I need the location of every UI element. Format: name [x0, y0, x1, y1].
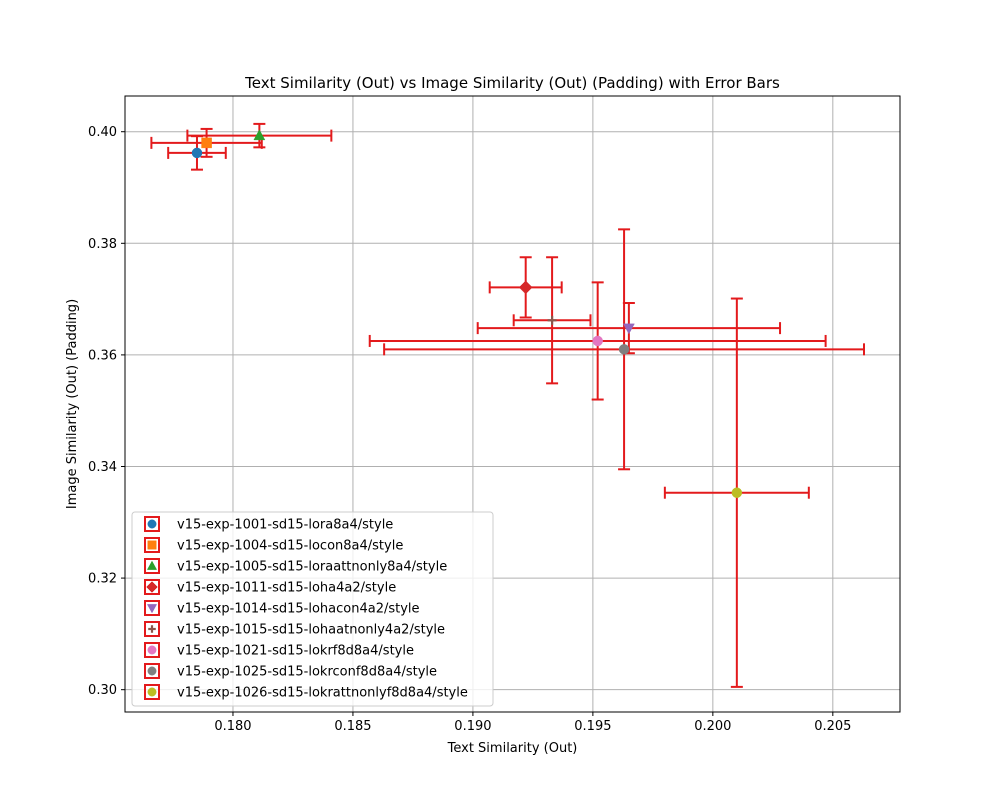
data-point [731, 487, 743, 498]
legend-item: v15-exp-1001-sd15-lora8a4/style [144, 516, 393, 533]
data-point [592, 335, 603, 347]
legend-item: v15-exp-1011-sd15-loha4a2/style [144, 579, 396, 596]
legend-label: v15-exp-1025-sd15-lokrconf8d8a4/style [177, 665, 437, 680]
x-tick-label: 0.205 [814, 719, 851, 734]
y-tick-label: 0.34 [88, 460, 117, 475]
x-tick-label: 0.185 [334, 719, 371, 734]
legend-label: v15-exp-1015-sd15-lohaatnonly4a2/style [177, 623, 445, 638]
legend-errorbar-swatch [144, 516, 160, 532]
legend-errorbar-swatch [144, 663, 160, 679]
legend-errorbar-swatch [144, 537, 160, 553]
legend-marker [147, 540, 157, 550]
legend-marker [147, 519, 157, 529]
data-point [201, 137, 212, 149]
legend-item: v15-exp-1021-sd15-lokrf8d8a4/style [144, 642, 414, 659]
x-tick-label: 0.195 [574, 719, 611, 734]
data-point [518, 280, 533, 295]
data-point [622, 323, 635, 335]
y-tick-label: 0.36 [88, 348, 117, 363]
legend-marker [147, 666, 157, 676]
plot-frame [124, 95, 901, 713]
legend-marker [146, 560, 158, 570]
data-point [618, 344, 630, 355]
x-tick-label: 0.200 [694, 719, 731, 734]
legend-marker [147, 687, 157, 697]
legend-item: v15-exp-1004-sd15-locon8a4/style [144, 537, 403, 554]
legend: v15-exp-1001-sd15-lora8a4/style v15-exp-1… [131, 511, 494, 707]
x-tick-label: 0.180 [214, 719, 251, 734]
legend-item: v15-exp-1025-sd15-lokrconf8d8a4/style [144, 663, 437, 680]
legend-item: v15-exp-1005-sd15-loraattnonly8a4/style [144, 558, 447, 575]
legend-item: v15-exp-1015-sd15-lohaatnonly4a2/style [144, 621, 445, 638]
legend-label: v15-exp-1021-sd15-lokrf8d8a4/style [177, 644, 414, 659]
legend-label: v15-exp-1011-sd15-loha4a2/style [177, 581, 396, 596]
legend-label: v15-exp-1005-sd15-loraattnonly8a4/style [177, 560, 447, 575]
y-tick-label: 0.40 [88, 125, 117, 140]
legend-marker [146, 604, 158, 614]
legend-errorbar-swatch [144, 558, 160, 574]
x-axis-label: Text Similarity (Out) [447, 741, 578, 756]
data-points [191, 129, 743, 498]
y-tick-label: 0.38 [88, 237, 117, 252]
legend-item: v15-exp-1026-sd15-lokrattnonlyf8d8a4/sty… [144, 684, 468, 701]
legend-label: v15-exp-1026-sd15-lokrattnonlyf8d8a4/sty… [177, 686, 468, 701]
legend-label: v15-exp-1004-sd15-locon8a4/style [177, 539, 403, 554]
data-point [191, 147, 203, 159]
data-point [253, 129, 266, 141]
legend-errorbar-swatch [144, 642, 160, 658]
legend-item: v15-exp-1014-sd15-lohacon4a2/style [144, 600, 420, 617]
legend-errorbar-swatch [144, 621, 160, 637]
legend-errorbar-swatch [144, 684, 160, 700]
legend-marker [147, 645, 157, 655]
x-tick-label: 0.190 [454, 719, 491, 734]
legend-label: v15-exp-1014-sd15-lohacon4a2/style [177, 602, 420, 617]
legend-box [131, 511, 494, 707]
legend-label: v15-exp-1001-sd15-lora8a4/style [177, 518, 393, 533]
y-axis-label: Image Similarity (Out) (Padding) [65, 299, 80, 509]
legend-marker [148, 625, 156, 633]
y-tick-label: 0.32 [88, 572, 117, 587]
legend-marker [146, 581, 158, 593]
legend-errorbar-swatch [144, 600, 160, 616]
y-tick-label: 0.30 [88, 683, 117, 698]
data-point [547, 315, 557, 325]
chart-title: Text Similarity (Out) vs Image Similarit… [244, 74, 780, 92]
legend-errorbar-swatch [144, 579, 160, 595]
axis-ticks: 0.180 0.185 0.190 0.195 0.200 0.205 0.30 0.32 0.… [88, 125, 851, 734]
